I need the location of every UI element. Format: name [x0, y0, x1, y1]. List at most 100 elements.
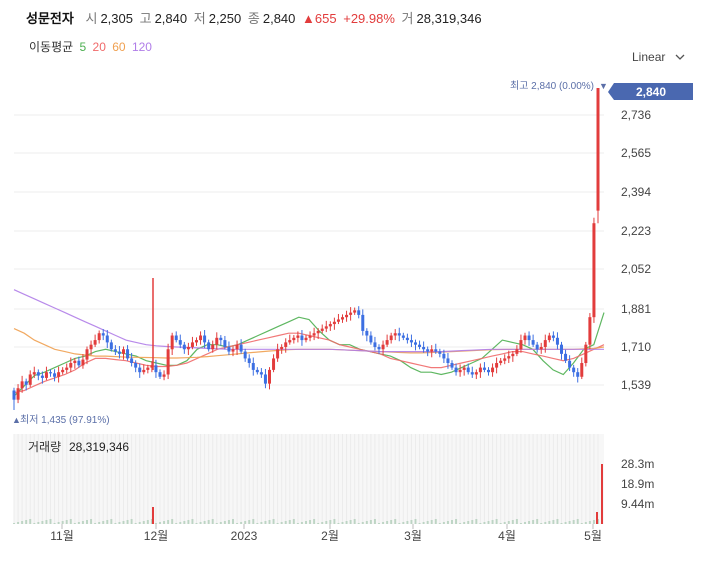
candle-body: [154, 365, 158, 373]
volume-bar: [536, 519, 539, 524]
candle-body: [389, 335, 393, 341]
volume-bar: [305, 521, 307, 524]
volume-bar: [207, 520, 210, 524]
candle-body: [259, 372, 263, 375]
volume-bar: [321, 522, 324, 524]
candle-body: [519, 340, 523, 350]
candle-body: [560, 344, 563, 354]
candle-body: [239, 344, 243, 352]
volume-bar: [463, 522, 466, 524]
volume-bar: [548, 521, 551, 524]
candle-body: [296, 335, 300, 338]
candle-body: [85, 349, 89, 360]
volume-bar: [268, 520, 271, 524]
candle-body: [551, 335, 555, 338]
volume-value: 28,319,346: [416, 11, 482, 26]
volume-bar: [211, 519, 214, 524]
volume-bar: [378, 523, 380, 524]
candle-body: [596, 88, 600, 211]
volume-bar: [382, 522, 385, 524]
volume-bar: [479, 523, 482, 524]
chevron-down-icon: [669, 50, 685, 64]
scale-dropdown[interactable]: Linear: [632, 50, 685, 64]
volume-bar: [487, 521, 490, 524]
candle-body: [122, 349, 125, 354]
volume-bar: [540, 523, 543, 524]
open-label: 시: [85, 11, 98, 26]
candle-body: [57, 372, 61, 377]
volume-bar: [106, 520, 109, 524]
candle-body: [450, 363, 454, 368]
volume-bar: [309, 520, 312, 524]
volume-tick-label: 18.9m: [621, 477, 654, 491]
low-annotation: 최저 1,435 (97.91%): [20, 414, 110, 426]
volume-bar: [592, 520, 595, 524]
volume-bar: [110, 519, 113, 524]
volume-bar: [69, 519, 72, 524]
candle-body: [564, 353, 568, 361]
price-tick-label: 1,881: [621, 302, 651, 316]
change-up-icon: ▲: [302, 11, 315, 26]
low-label: 저: [193, 11, 206, 26]
candle-body: [166, 349, 170, 375]
volume-bar: [122, 521, 125, 524]
candle-body: [576, 372, 580, 377]
volume-bar: [313, 519, 316, 524]
candle-body: [146, 367, 150, 370]
volume-bar: [333, 519, 336, 524]
candle-body: [531, 340, 535, 345]
candle-body: [109, 342, 113, 350]
candle-body: [227, 346, 231, 352]
candle-body: [409, 340, 413, 343]
time-tick-label: 5월: [584, 529, 602, 543]
change-value: 655: [314, 11, 337, 26]
volume-bar: [86, 520, 88, 524]
volume-bar: [284, 521, 287, 524]
candle-body: [377, 346, 381, 350]
candle-body: [134, 363, 138, 368]
candle-body: [381, 344, 385, 350]
candle-body: [361, 314, 365, 331]
candle-body: [401, 335, 405, 338]
volume-bar-last: [601, 464, 603, 524]
candle-body: [547, 335, 551, 341]
volume-bar: [171, 519, 174, 524]
candle-body: [341, 317, 344, 320]
candle-body: [16, 388, 20, 400]
candle-body: [316, 330, 320, 334]
candle-body: [320, 328, 324, 331]
volume-bar: [353, 519, 356, 524]
volume-bar: [272, 519, 275, 524]
volume-bar: [240, 522, 243, 524]
candle-body: [130, 358, 134, 364]
candle-body: [353, 310, 357, 313]
volume-bar: [483, 522, 486, 524]
candle-body: [588, 317, 592, 345]
candle-body: [418, 344, 422, 347]
volume-bar: [276, 523, 279, 524]
volume-bar: [130, 519, 133, 524]
open-value: 2,305: [100, 11, 133, 26]
volume-bar: [361, 522, 364, 524]
volume-bar: [499, 523, 502, 524]
ma-title: 이동평균: [29, 40, 74, 54]
candle-body: [53, 373, 57, 377]
moving-average-legend[interactable]: 이동평균 5 20 60 120: [29, 38, 155, 55]
volume-bar: [451, 520, 453, 524]
volume-bar: [369, 520, 372, 524]
candle-body: [170, 335, 174, 350]
candle-body: [255, 369, 259, 373]
candle-body: [422, 346, 426, 350]
candle-body: [32, 372, 36, 375]
volume-bar-spike: [152, 507, 154, 524]
volume-bar: [519, 523, 522, 524]
volume-bar: [552, 520, 555, 524]
candle-body: [393, 333, 397, 336]
volume-bar: [386, 521, 389, 524]
candle-body: [36, 372, 40, 376]
volume-bar: [373, 519, 376, 524]
volume-bar: [560, 523, 563, 524]
volume-bar: [296, 523, 299, 524]
volume-bar: [532, 520, 535, 524]
